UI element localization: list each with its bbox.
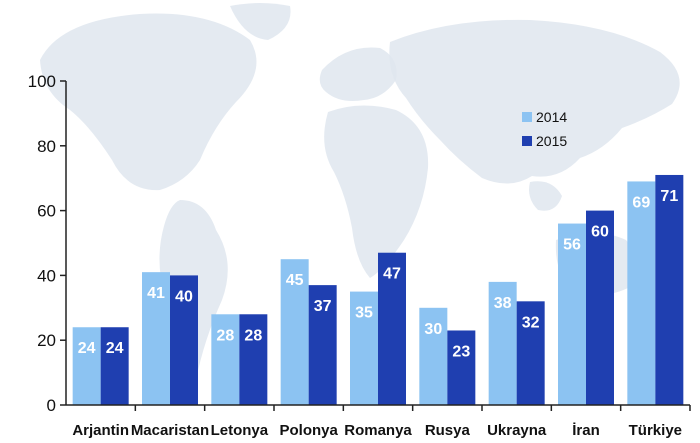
data-label-2014: 35: [355, 305, 373, 322]
legend: 2014 2015: [522, 109, 567, 149]
y-tick-label: 80: [37, 137, 56, 156]
bar-2014: [350, 291, 378, 405]
bars: 24 24 41 40 28 28 45 37 35 47 30 23 38 32 56 60 69 71: [72, 174, 684, 405]
bar-2015: [516, 301, 545, 405]
data-label-2015: 24: [106, 340, 124, 357]
y-tick-label: 100: [28, 72, 56, 91]
data-label-2015: 40: [175, 288, 193, 305]
data-label-2015: 23: [452, 343, 470, 360]
y-axis: 0 20 40 60 80 100: [28, 72, 67, 415]
map-landmass: [389, 19, 680, 184]
data-label-2015: 71: [660, 188, 678, 205]
map-landmass: [529, 181, 562, 211]
y-tick-label: 60: [37, 202, 56, 221]
bar-2015: [170, 275, 198, 405]
data-label-2015: 37: [314, 298, 332, 315]
data-label-2014: 30: [424, 321, 442, 338]
legend-label-2014: 2014: [536, 109, 567, 125]
data-label-2015: 32: [522, 314, 540, 331]
x-tick-label: Ukrayna: [487, 422, 547, 439]
y-tick-label: 20: [37, 331, 56, 350]
bar-2014: [142, 272, 170, 405]
data-label-2014: 69: [632, 194, 650, 211]
bar-2015: [100, 327, 129, 405]
data-label-2014: 28: [216, 327, 234, 344]
bar-2015: [586, 210, 614, 405]
x-tick-label: Romanya: [344, 422, 412, 439]
x-tick-label: Arjantin: [72, 422, 129, 439]
x-tick-label: Polonya: [279, 422, 338, 439]
x-axis: Arjantin Macaristan Letonya Polonya Romanya R…: [66, 404, 691, 439]
data-label-2014: 41: [147, 285, 165, 302]
y-tick-label: 40: [37, 266, 56, 285]
y-tick-label: 0: [47, 396, 56, 415]
bar-2015: [447, 330, 476, 405]
data-label-2014: 56: [563, 237, 581, 254]
data-label-2015: 60: [591, 224, 609, 241]
bar-2014: [280, 259, 309, 405]
bar-2014: [558, 223, 586, 405]
legend-label-2015: 2015: [536, 133, 567, 149]
x-tick-label: Macaristan: [131, 422, 209, 439]
data-label-2015: 47: [383, 266, 401, 283]
bar-2014: [211, 314, 240, 405]
map-landmass: [230, 3, 291, 40]
bar-2015: [239, 314, 268, 405]
data-label-2014: 45: [286, 272, 304, 289]
map-landmass: [40, 13, 257, 191]
legend-swatch-2014: [522, 112, 532, 122]
x-tick-label: Letonya: [211, 422, 269, 439]
x-tick-label: Türkiye: [629, 422, 682, 439]
map-landmass: [319, 47, 397, 101]
x-tick-label: İran: [572, 422, 600, 439]
bar-2015: [655, 174, 684, 405]
bar-2014: [488, 281, 517, 405]
bar-2015: [378, 252, 406, 405]
x-tick-label: Rusya: [425, 422, 471, 439]
bar-2014: [72, 327, 101, 405]
data-label-2015: 28: [244, 327, 262, 344]
data-label-2014: 38: [494, 295, 512, 312]
map-landmass: [324, 105, 429, 278]
bar-2014: [419, 307, 448, 405]
bar-2014: [627, 181, 656, 405]
bar-2015: [308, 285, 337, 405]
legend-swatch-2015: [522, 136, 532, 146]
data-label-2014: 24: [78, 340, 96, 357]
